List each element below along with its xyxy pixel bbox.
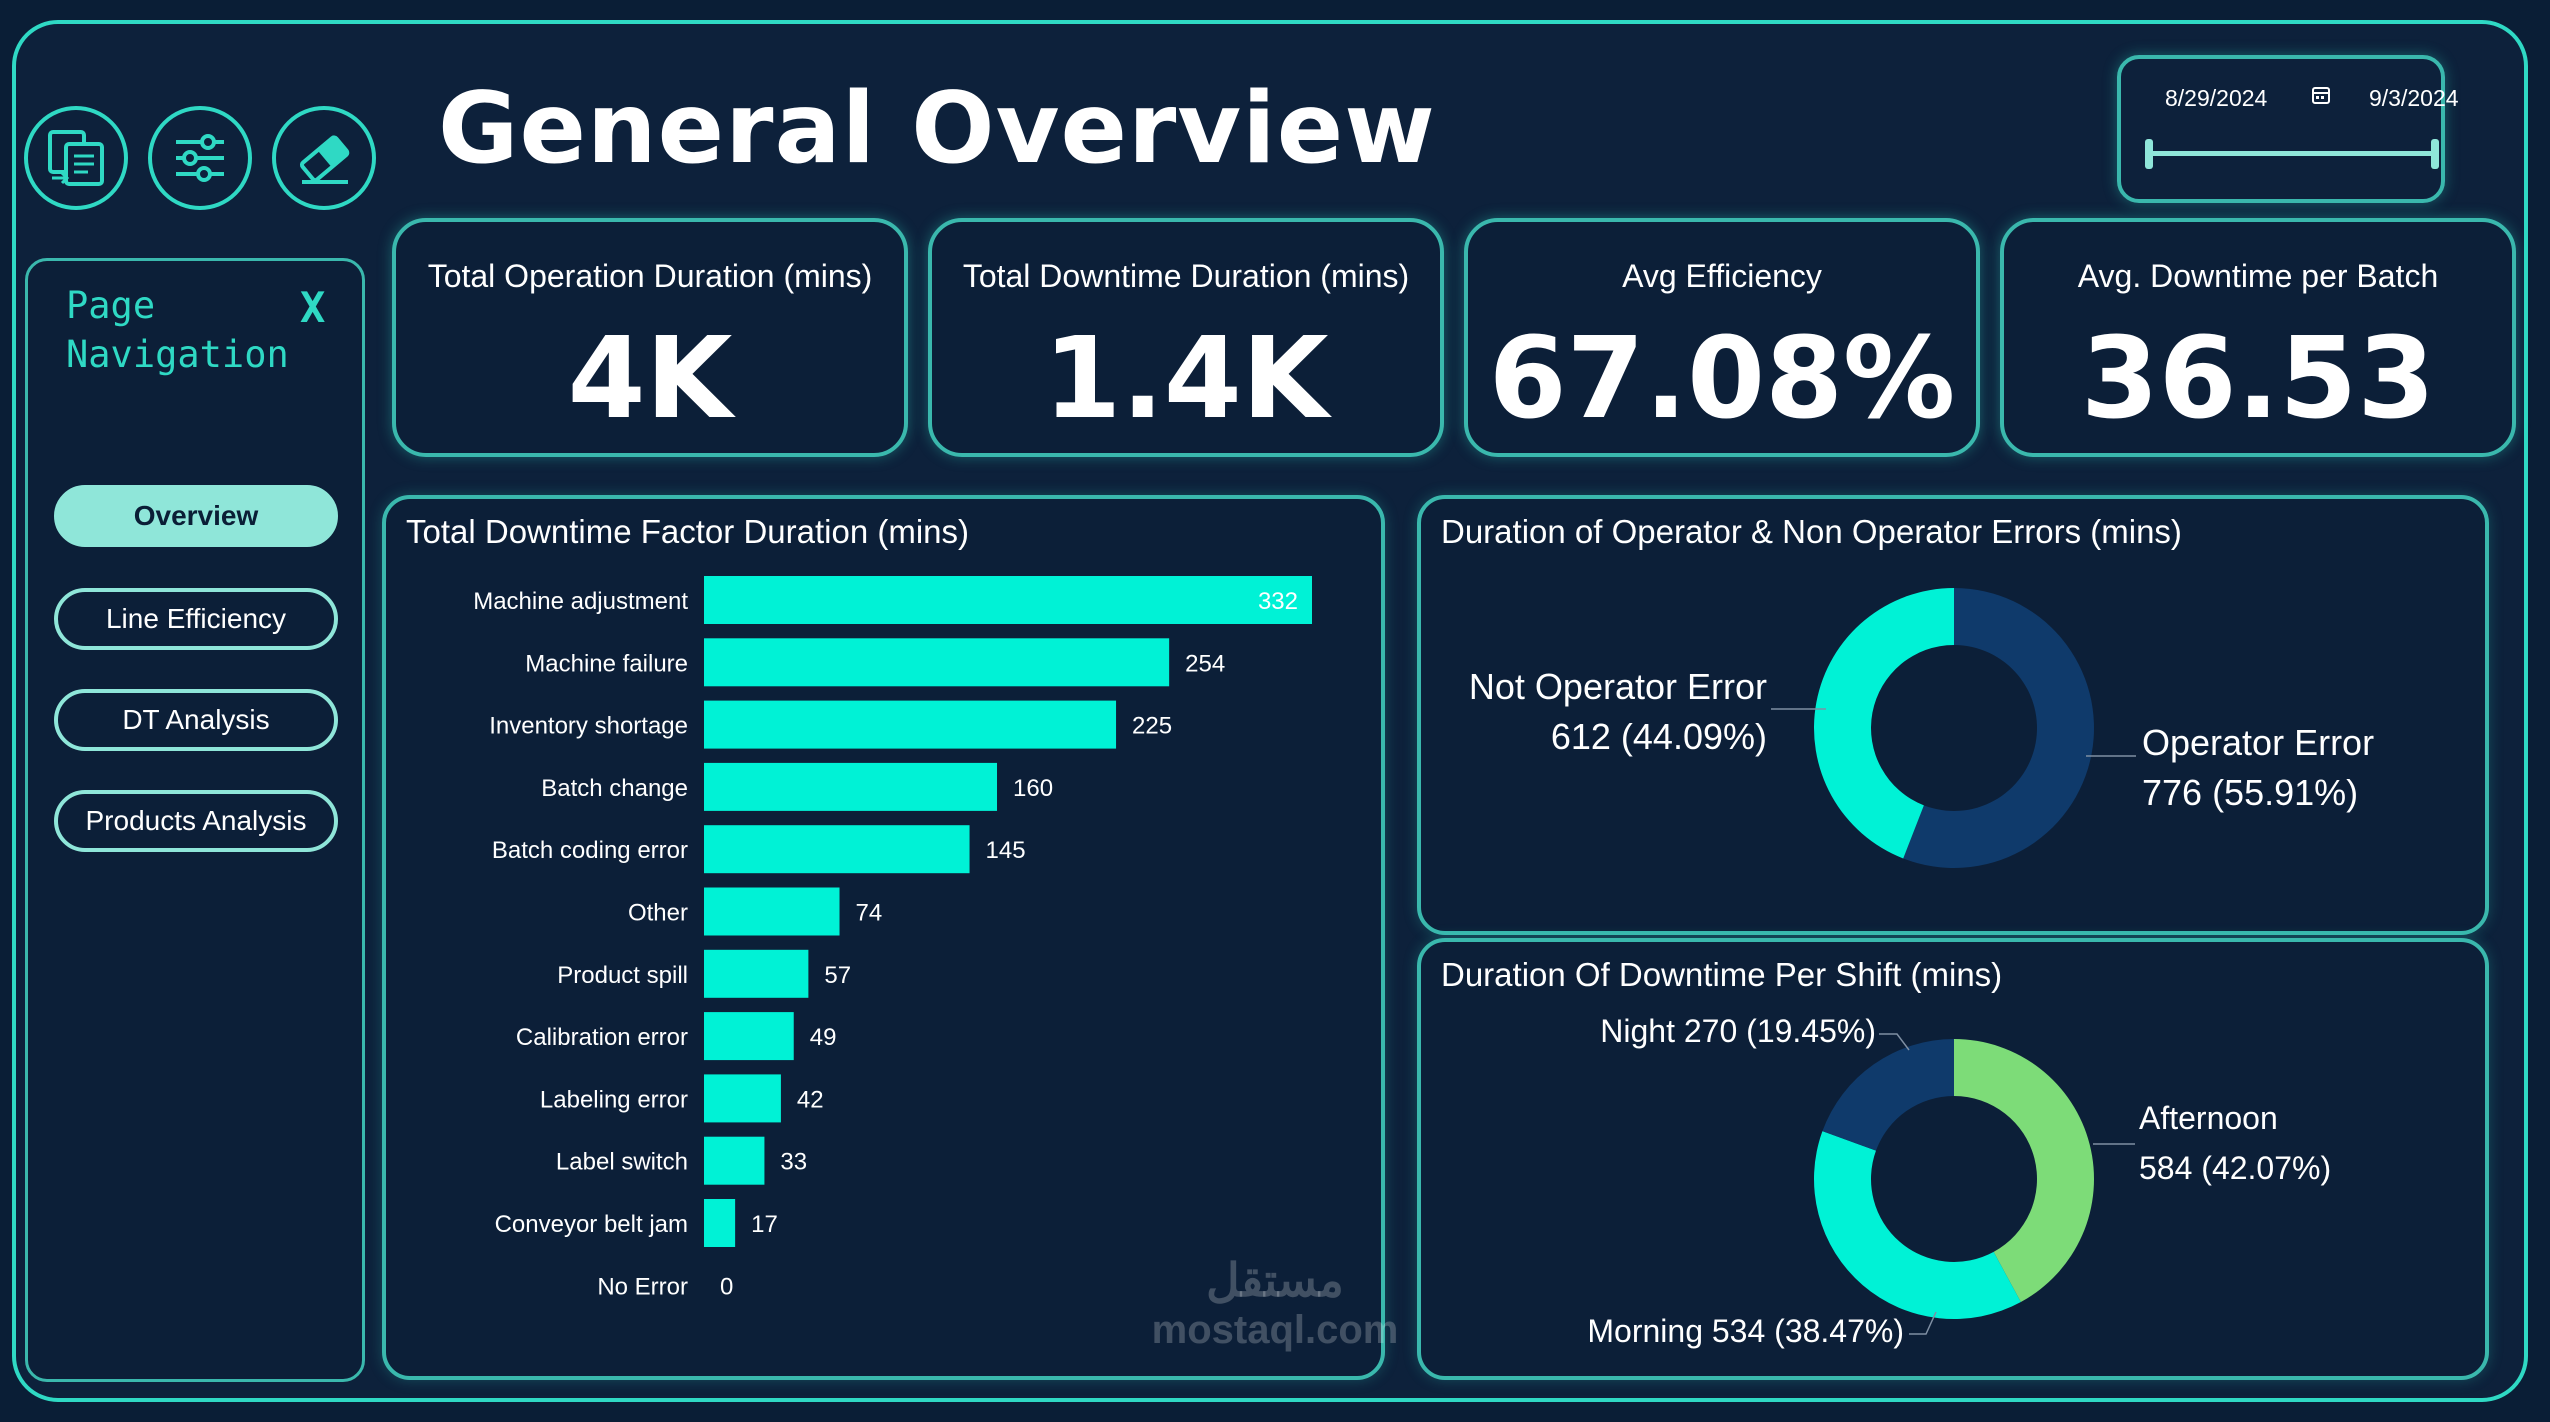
kpi-value: 67.08% — [1488, 314, 1956, 444]
shift-downtime-chart-panel: Duration Of Downtime Per Shift (mins) Af… — [1417, 938, 2489, 1380]
start-date[interactable]: 8/29/2024 — [2165, 85, 2268, 111]
bar[interactable] — [704, 1199, 736, 1247]
bar-value-label: 74 — [856, 900, 883, 927]
leader-line — [1879, 1033, 1910, 1051]
bar-category-label: Product spill — [557, 962, 688, 989]
bar[interactable] — [704, 762, 998, 811]
bar[interactable] — [704, 887, 840, 936]
nav-dt-analysis-button[interactable]: DT Analysis — [54, 689, 338, 751]
kpi-label: Total Downtime Duration (mins) — [962, 258, 1410, 294]
kpi-label: Avg. Downtime per Batch — [2077, 258, 2439, 294]
bar[interactable] — [704, 638, 1170, 687]
date-slider-track[interactable] — [2146, 151, 2438, 156]
nav-overview-button[interactable]: Overview — [54, 485, 338, 547]
slice-label: Night 270 (19.45%) — [1600, 1013, 1876, 1049]
operator-errors-donut-chart: Operator Error 776 (55.91%) Not Operator E… — [1469, 588, 2374, 868]
donut-slice[interactable] — [1822, 1039, 1954, 1151]
nav-line-efficiency-button[interactable]: Line Efficiency — [54, 588, 338, 650]
page-title: General Overview — [438, 72, 1436, 186]
page-navigation-panel: Page Navigation X Overview Line Efficien… — [25, 258, 365, 1382]
bar-value-label: 57 — [824, 962, 851, 989]
bar-category-label: Machine failure — [525, 650, 688, 677]
report-switch-icon[interactable] — [24, 106, 128, 210]
downtime-factor-bar-chart: Machine adjustment 332 Machine failure 254 I… — [473, 576, 1312, 1300]
donut-slice[interactable] — [1814, 588, 1954, 859]
kpi-value: 1.4K — [1043, 314, 1329, 444]
bar[interactable] — [704, 700, 1117, 749]
bar[interactable] — [704, 576, 1312, 624]
date-slider-start-handle[interactable] — [2145, 139, 2153, 169]
end-date[interactable]: 9/3/2024 — [2369, 85, 2459, 111]
bar-value-label: 332 — [1258, 588, 1298, 615]
bar[interactable] — [704, 949, 809, 998]
bar-category-label: Batch change — [541, 775, 688, 802]
kpi-total-operation-duration: Total Operation Duration (mins) 4K — [392, 218, 908, 457]
chart-title: Total Downtime Factor Duration (mins) — [406, 513, 969, 550]
bar-value-label: 225 — [1132, 713, 1172, 740]
eraser-icon[interactable] — [272, 106, 376, 210]
slice-label: 612 (44.09%) — [1551, 716, 1767, 757]
date-slider-end-handle[interactable] — [2431, 139, 2439, 169]
slice-label: 584 (42.07%) — [2139, 1150, 2331, 1186]
kpi-total-downtime-duration: Total Downtime Duration (mins) 1.4K — [928, 218, 1444, 457]
slice-label: Morning 534 (38.47%) — [1587, 1313, 1904, 1349]
date-range-slicer[interactable]: 8/29/2024 9/3/2024 — [2117, 55, 2459, 203]
bar-value-label: 33 — [780, 1149, 807, 1176]
bar-category-label: Machine adjustment — [473, 588, 688, 615]
bar-value-label: 42 — [797, 1086, 824, 1113]
donut-slice[interactable] — [1814, 1131, 2021, 1319]
chart-title: Duration Of Downtime Per Shift (mins) — [1441, 956, 2003, 993]
kpi-avg-downtime-per-batch: Avg. Downtime per Batch 36.53 — [2000, 218, 2516, 457]
kpi-avg-efficiency: Avg Efficiency 67.08% — [1464, 218, 1980, 457]
calendar-icon[interactable] — [2311, 85, 2331, 110]
shift-downtime-donut-chart: Afternoon 584 (42.07%) Morning 534 (38.47%… — [1587, 1013, 2331, 1349]
bar-category-label: Calibration error — [516, 1024, 688, 1051]
slice-label: Afternoon — [2139, 1100, 2278, 1136]
slice-label: Operator Error — [2142, 722, 2374, 763]
donut-slice[interactable] — [1954, 1039, 2094, 1302]
slice-label: Not Operator Error — [1469, 666, 1767, 707]
bar-category-label: Label switch — [556, 1149, 688, 1176]
bar[interactable] — [704, 1012, 794, 1061]
bar[interactable] — [704, 825, 970, 874]
bar-value-label: 49 — [810, 1024, 837, 1051]
page-navigation-title: Page Navigation — [66, 284, 289, 376]
kpi-value: 4K — [567, 314, 733, 444]
chart-title: Duration of Operator & Non Operator Erro… — [1441, 513, 2182, 550]
bar-value-label: 254 — [1185, 650, 1225, 677]
leader-line — [1909, 1311, 1937, 1335]
bar-category-label: Batch coding error — [492, 837, 688, 864]
bar-category-label: Inventory shortage — [489, 713, 688, 740]
downtime-factor-chart-panel: Total Downtime Factor Duration (mins) Ma… — [382, 495, 1385, 1380]
bar-category-label: Other — [628, 900, 688, 927]
operator-errors-chart-panel: Duration of Operator & Non Operator Erro… — [1417, 495, 2489, 935]
kpi-label: Avg Efficiency — [1622, 258, 1822, 294]
bar[interactable] — [704, 1074, 781, 1123]
bar-category-label: Conveyor belt jam — [495, 1211, 688, 1238]
bar-category-label: Labeling error — [540, 1086, 688, 1113]
bar-value-label: 145 — [986, 837, 1026, 864]
slice-label: 776 (55.91%) — [2142, 772, 2358, 813]
bar-category-label: No Error — [597, 1273, 688, 1300]
bar-value-label: 17 — [751, 1211, 778, 1238]
kpi-value: 36.53 — [2080, 314, 2436, 444]
bar-value-label: 160 — [1013, 775, 1053, 802]
donut-slice[interactable] — [1903, 588, 2094, 868]
filter-sliders-icon[interactable] — [148, 106, 252, 210]
nav-products-analysis-button[interactable]: Products Analysis — [54, 790, 338, 852]
close-navigation-button[interactable]: X — [300, 283, 326, 332]
kpi-label: Total Operation Duration (mins) — [427, 258, 873, 294]
bar[interactable] — [704, 1136, 765, 1185]
bar-value-label: 0 — [720, 1273, 733, 1300]
